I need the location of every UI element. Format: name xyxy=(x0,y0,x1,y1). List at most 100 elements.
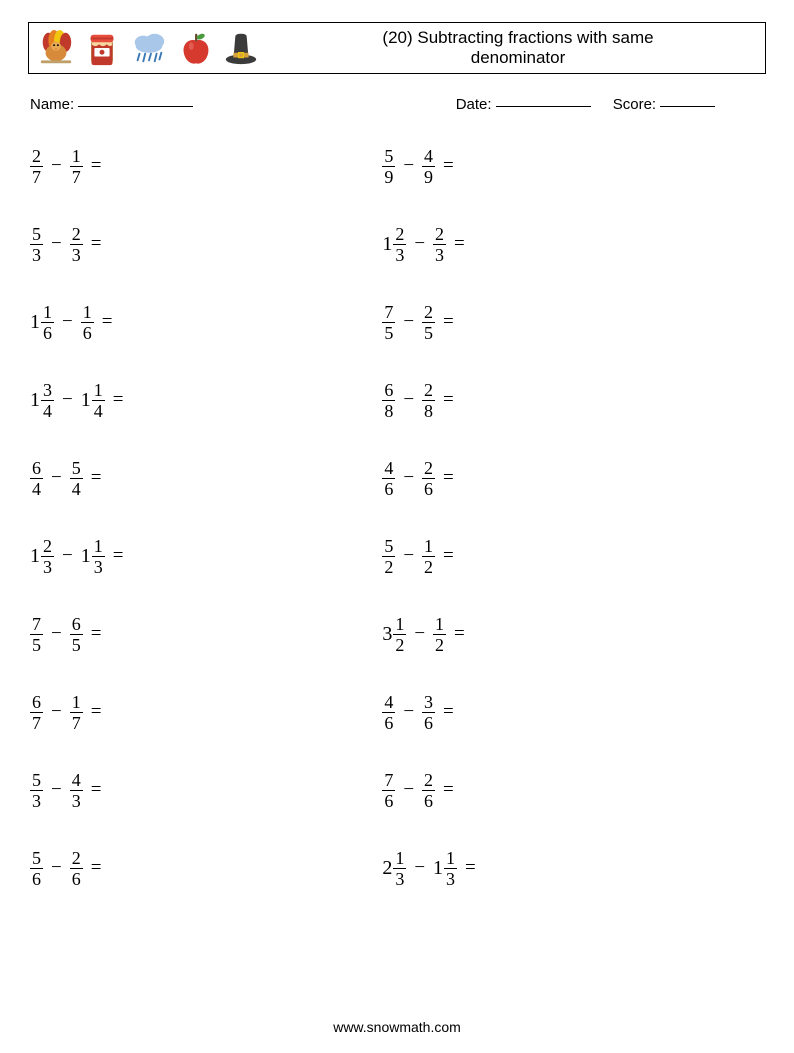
worksheet-title: (20) Subtracting fractions with same den… xyxy=(259,28,757,67)
date-blank[interactable] xyxy=(496,106,591,107)
numerator: 2 xyxy=(422,381,435,400)
denominator: 6 xyxy=(382,712,395,732)
numerator: 4 xyxy=(422,147,435,166)
denominator: 4 xyxy=(92,400,105,420)
problem-row: 75−65= xyxy=(30,595,382,673)
equals-sign: = xyxy=(443,545,454,567)
fraction: 68 xyxy=(382,381,395,420)
worksheet-page: (20) Subtracting fractions with same den… xyxy=(0,0,794,1053)
equals-sign: = xyxy=(454,233,465,255)
minus-operator: − xyxy=(51,623,62,645)
minus-operator: − xyxy=(62,311,73,333)
numerator: 2 xyxy=(422,459,435,478)
title-line-1: (20) Subtracting fractions with same xyxy=(382,28,653,47)
footer: www.snowmath.com xyxy=(0,1019,794,1035)
numerator: 2 xyxy=(433,225,446,244)
whole-part: 1 xyxy=(30,389,40,412)
date-label: Date: xyxy=(456,96,492,113)
fraction: 28 xyxy=(422,381,435,420)
numerator: 1 xyxy=(92,537,105,556)
numerator: 5 xyxy=(30,771,43,790)
minus-operator: − xyxy=(403,779,414,801)
numerator: 4 xyxy=(382,693,395,712)
denominator: 7 xyxy=(70,166,83,186)
equals-sign: = xyxy=(443,467,454,489)
equals-sign: = xyxy=(91,233,102,255)
whole-part: 3 xyxy=(382,623,392,646)
denominator: 2 xyxy=(382,556,395,576)
fraction: 53 xyxy=(30,771,43,810)
numerator: 2 xyxy=(30,147,43,166)
fraction: 46 xyxy=(382,693,395,732)
fraction: 23 xyxy=(433,225,446,264)
numerator: 2 xyxy=(41,537,54,556)
fraction: 12 xyxy=(422,537,435,576)
equals-sign: = xyxy=(443,389,454,411)
denominator: 6 xyxy=(422,712,435,732)
fraction: 12 xyxy=(393,615,406,654)
numerator: 4 xyxy=(70,771,83,790)
rain-cloud-icon xyxy=(129,29,169,67)
numerator: 3 xyxy=(422,693,435,712)
minus-operator: − xyxy=(403,155,414,177)
denominator: 3 xyxy=(92,556,105,576)
equals-sign: = xyxy=(443,701,454,723)
minus-operator: − xyxy=(403,545,414,567)
equals-sign: = xyxy=(465,857,476,879)
numerator: 1 xyxy=(422,537,435,556)
fraction: 14 xyxy=(92,381,105,420)
equals-sign: = xyxy=(102,311,113,333)
fraction: 13 xyxy=(393,849,406,888)
problem-row: 75−25= xyxy=(382,283,764,361)
equals-sign: = xyxy=(113,545,124,567)
equals-sign: = xyxy=(91,857,102,879)
fraction: 13 xyxy=(444,849,457,888)
numerator: 3 xyxy=(41,381,54,400)
fraction: 52 xyxy=(382,537,395,576)
turkey-icon xyxy=(37,29,75,67)
problem-row: 64−54= xyxy=(30,439,382,517)
denominator: 2 xyxy=(393,634,406,654)
denominator: 7 xyxy=(70,712,83,732)
minus-operator: − xyxy=(51,779,62,801)
problem-row: 53−43= xyxy=(30,751,382,829)
apple-icon xyxy=(179,29,213,67)
fraction: 34 xyxy=(41,381,54,420)
numerator: 1 xyxy=(81,303,94,322)
name-blank[interactable] xyxy=(78,106,193,107)
minus-operator: − xyxy=(51,155,62,177)
fraction: 12 xyxy=(433,615,446,654)
name-field: Name: xyxy=(30,96,456,113)
score-blank[interactable] xyxy=(660,106,715,107)
denominator: 3 xyxy=(30,244,43,264)
fraction: 23 xyxy=(70,225,83,264)
equals-sign: = xyxy=(91,467,102,489)
problem-row: 46−36= xyxy=(382,673,764,751)
denominator: 7 xyxy=(30,166,43,186)
header-box: (20) Subtracting fractions with same den… xyxy=(28,22,766,74)
minus-operator: − xyxy=(51,233,62,255)
fraction: 56 xyxy=(30,849,43,888)
whole-part: 1 xyxy=(433,857,443,880)
score-label: Score: xyxy=(613,96,656,113)
fraction: 17 xyxy=(70,693,83,732)
denominator: 3 xyxy=(70,790,83,810)
numerator: 5 xyxy=(30,849,43,868)
numerator: 6 xyxy=(30,693,43,712)
whole-part: 1 xyxy=(382,233,392,256)
numerator: 7 xyxy=(382,771,395,790)
minus-operator: − xyxy=(414,233,425,255)
minus-operator: − xyxy=(414,623,425,645)
equals-sign: = xyxy=(91,701,102,723)
numerator: 6 xyxy=(382,381,395,400)
numerator: 6 xyxy=(30,459,43,478)
numerator: 1 xyxy=(92,381,105,400)
fraction: 64 xyxy=(30,459,43,498)
numerator: 2 xyxy=(393,225,406,244)
header-icons xyxy=(37,29,259,67)
denominator: 4 xyxy=(30,478,43,498)
numerator: 5 xyxy=(382,147,395,166)
whole-part: 1 xyxy=(81,545,91,568)
problems-column-1: 27−17=53−23=116−16=134−114=64−54=123−113… xyxy=(30,127,382,907)
denominator: 5 xyxy=(382,322,395,342)
